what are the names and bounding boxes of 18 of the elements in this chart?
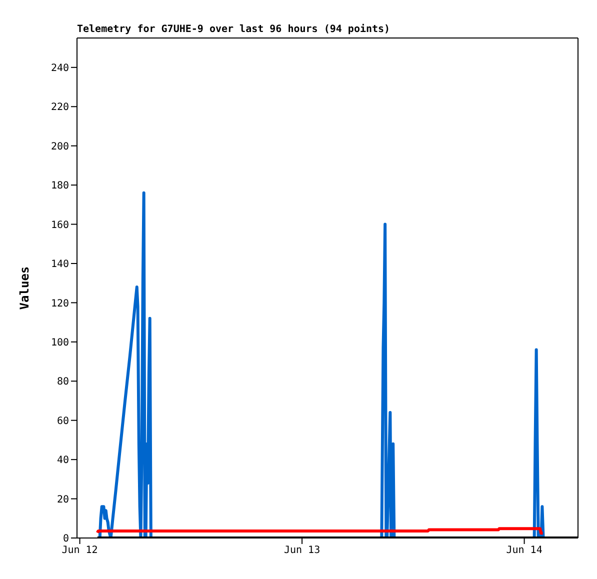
y-tick-label: 240 (50, 62, 69, 74)
y-tick-label: 60 (56, 416, 69, 427)
y-tick-label: 220 (50, 102, 69, 114)
y-tick-label: 0 (62, 534, 69, 545)
y-axis-title: Values (17, 266, 32, 310)
x-tick-label: Jun 14 (506, 545, 542, 556)
y-tick-label: 80 (56, 376, 69, 388)
y-tick-label: 180 (50, 180, 69, 192)
y-tick-label: 20 (56, 494, 69, 506)
x-tick-label: Jun 12 (62, 545, 98, 556)
x-tick-label: Jun 13 (284, 545, 320, 556)
y-tick-label: 40 (56, 455, 69, 466)
chart-title: Telemetry for G7UHE-9 over last 96 hours (94 points) (77, 24, 390, 35)
y-tick-label: 120 (50, 298, 69, 310)
y-tick-label: 200 (50, 141, 69, 152)
y-tick-label: 100 (50, 337, 69, 348)
y-tick-label: 160 (50, 220, 69, 231)
y-tick-label: 140 (50, 259, 69, 270)
